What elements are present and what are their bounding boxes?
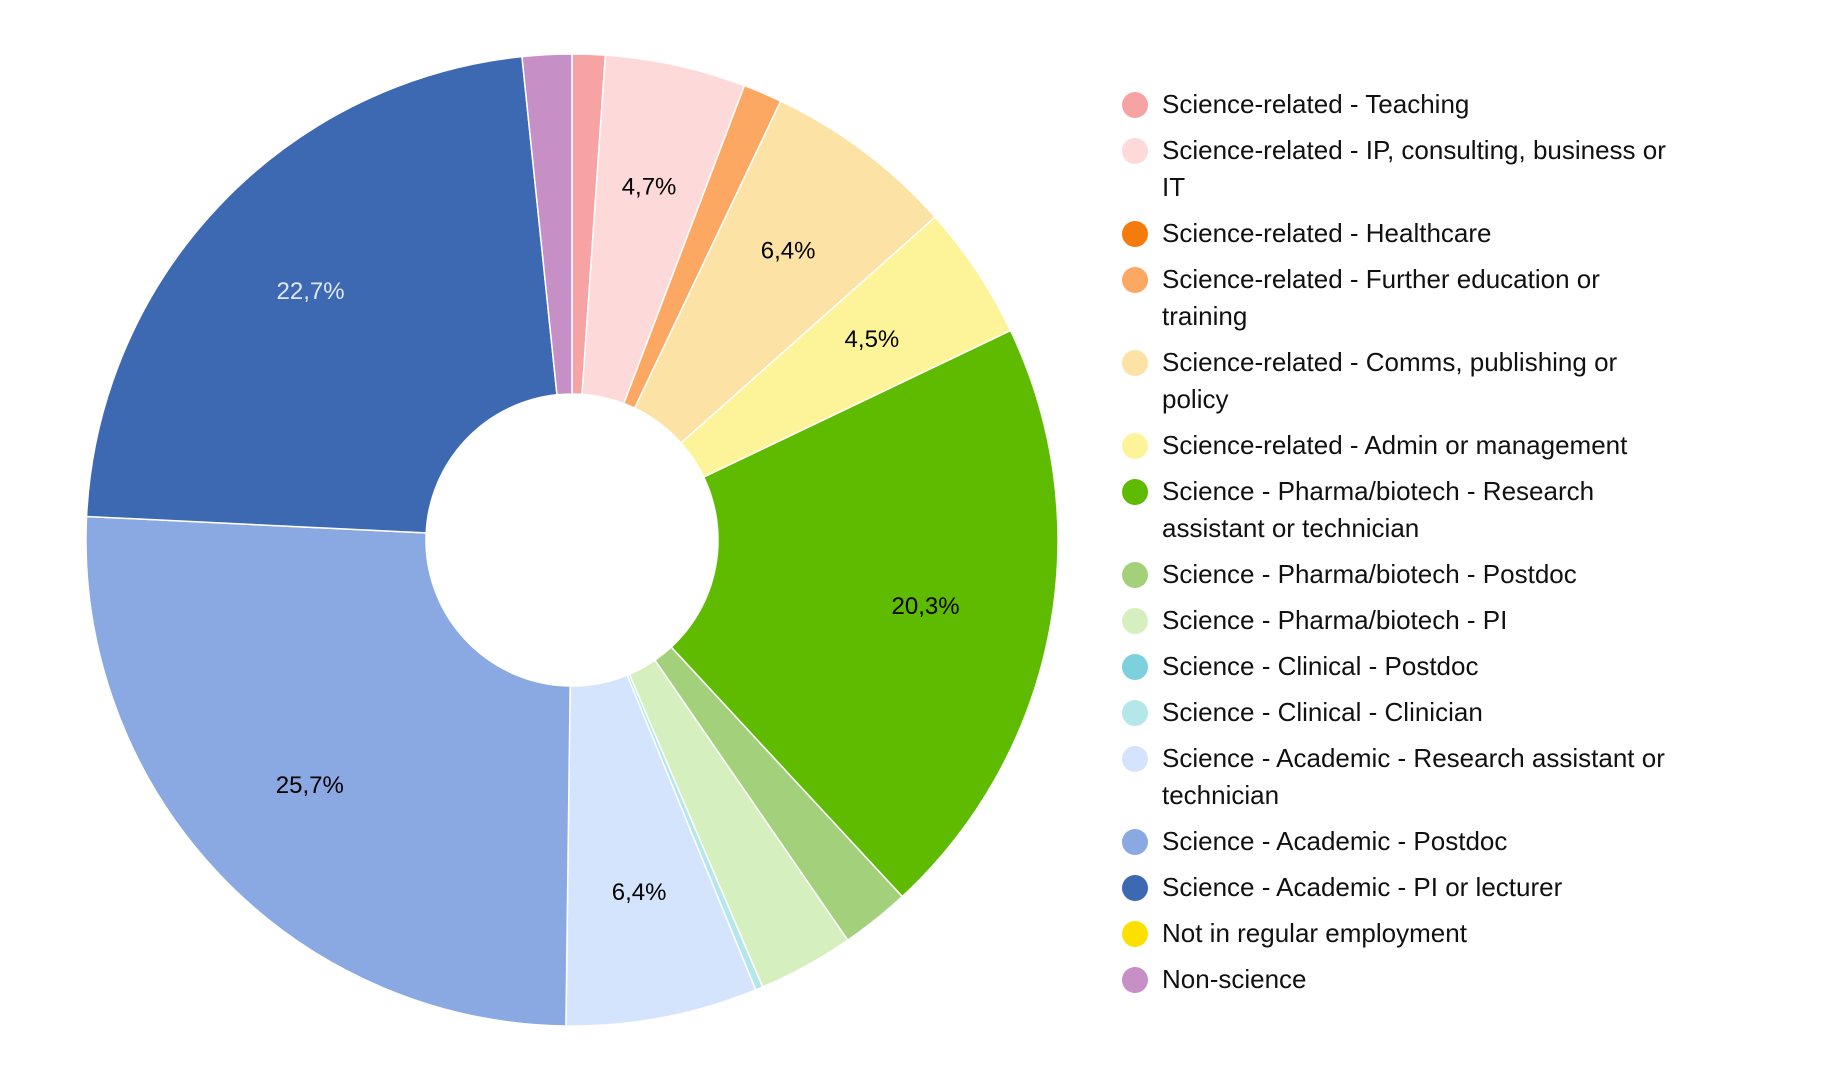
legend-item: Science - Academic - Postdoc [1122, 823, 1682, 860]
legend-label: Science-related - Comms, publishing or p… [1162, 347, 1618, 414]
donut-slice [521, 53, 573, 396]
legend-item: Science - Clinical - Clinician [1122, 694, 1682, 731]
legend-label: Science - Pharma/biotech - Research assi… [1162, 476, 1595, 543]
legend: Science-related - Teaching Science-relate… [1122, 86, 1682, 1007]
legend-item: Not in regular employment [1122, 915, 1682, 952]
legend-item: Science - Pharma/biotech - Postdoc [1122, 556, 1682, 593]
legend-label: Science - Pharma/biotech - Postdoc [1162, 559, 1577, 589]
legend-item: Science - Clinical - Postdoc [1122, 648, 1682, 685]
legend-swatch-icon [1122, 562, 1148, 588]
legend-swatch-icon [1122, 829, 1148, 855]
legend-label: Science - Clinical - Postdoc [1162, 651, 1479, 681]
legend-swatch-icon [1122, 221, 1148, 247]
slice-data-label: 20,3% [892, 593, 960, 620]
legend-swatch-icon [1122, 700, 1148, 726]
legend-item: Science-related - Admin or management [1122, 427, 1682, 464]
donut-slice [670, 329, 1059, 898]
legend-swatch-icon [1122, 746, 1148, 772]
legend-item: Non-science [1122, 961, 1682, 998]
donut-slice [565, 674, 757, 1027]
legend-item: Science-related - Further education or t… [1122, 261, 1682, 335]
legend-swatch-icon [1122, 138, 1148, 164]
legend-item: Science - Pharma/biotech - PI [1122, 602, 1682, 639]
slice-data-label: 6,4% [612, 879, 667, 906]
donut-chart-svg: 4,7% 6,4% 4,5% 20,3% 6,4% 25,7% 22,7% [85, 53, 1059, 1027]
donut-slice-labels: 4,7% 6,4% 4,5% 20,3% 6,4% 25,7% 22,7% [276, 174, 960, 906]
slice-data-label: 22,7% [277, 278, 345, 305]
legend-swatch-icon [1122, 350, 1148, 376]
legend-label: Non-science [1162, 964, 1307, 994]
slice-data-label: 4,7% [622, 174, 677, 201]
legend-swatch-icon [1122, 654, 1148, 680]
donut-slices [85, 53, 1059, 1027]
legend-swatch-icon [1122, 967, 1148, 993]
legend-item: Science - Academic - PI or lecturer [1122, 869, 1682, 906]
donut-slice [85, 55, 558, 534]
legend-swatch-icon [1122, 433, 1148, 459]
legend-label: Science - Academic - PI or lecturer [1162, 872, 1563, 902]
legend-item: Science-related - Comms, publishing or p… [1122, 344, 1682, 418]
legend-label: Science-related - IP, consulting, busine… [1162, 135, 1666, 202]
legend-label: Science - Pharma/biotech - PI [1162, 605, 1508, 635]
legend-item: Science-related - Teaching [1122, 86, 1682, 123]
legend-label: Science - Academic - Research assistant … [1162, 743, 1665, 810]
legend-item: Science-related - IP, consulting, busine… [1122, 132, 1682, 206]
legend-swatch-icon [1122, 479, 1148, 505]
legend-label: Science-related - Admin or management [1162, 430, 1628, 460]
slice-data-label: 25,7% [276, 772, 344, 799]
slice-data-label: 6,4% [761, 237, 816, 264]
legend-label: Not in regular employment [1162, 918, 1467, 948]
legend-swatch-icon [1122, 267, 1148, 293]
donut-slice [85, 515, 571, 1027]
legend-label: Science-related - Further education or t… [1162, 264, 1600, 331]
legend-item: Science-related - Healthcare [1122, 215, 1682, 252]
legend-label: Science-related - Healthcare [1162, 218, 1492, 248]
legend-swatch-icon [1122, 921, 1148, 947]
legend-swatch-icon [1122, 92, 1148, 118]
legend-label: Science - Clinical - Clinician [1162, 697, 1483, 727]
legend-swatch-icon [1122, 608, 1148, 634]
legend-label: Science - Academic - Postdoc [1162, 826, 1508, 856]
legend-swatch-icon [1122, 875, 1148, 901]
legend-label: Science-related - Teaching [1162, 89, 1470, 119]
slice-data-label: 4,5% [845, 326, 900, 353]
donut-slice [633, 100, 937, 445]
legend-item: Science - Pharma/biotech - Research assi… [1122, 473, 1682, 547]
legend-item: Science - Academic - Research assistant … [1122, 740, 1682, 814]
